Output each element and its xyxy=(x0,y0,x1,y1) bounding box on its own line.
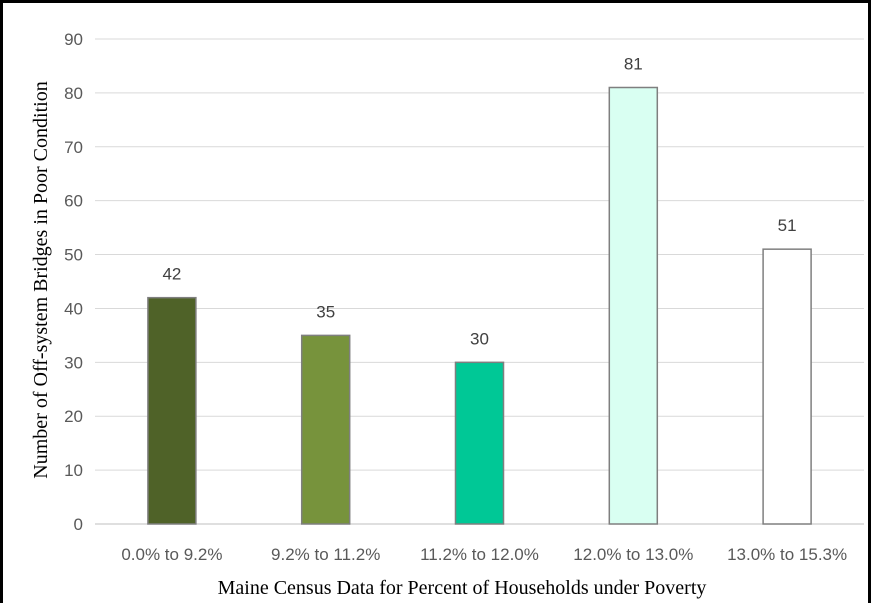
bar xyxy=(608,86,659,525)
gridlines xyxy=(95,38,864,525)
y-tick-label: 0 xyxy=(74,515,83,534)
x-axis-title: Maine Census Data for Percent of Househo… xyxy=(218,577,707,599)
y-tick-label: 40 xyxy=(64,299,83,318)
y-tick-label: 70 xyxy=(64,138,83,157)
x-axis-ticks: 0.0% to 9.2% 9.2% to 11.2% 11.2% to 12.0% 1… xyxy=(121,545,847,564)
y-tick-label: 90 xyxy=(64,30,83,49)
y-axis-ticks: 0 10 20 30 40 50 60 70 80 90 xyxy=(64,30,83,534)
bar xyxy=(147,296,197,525)
data-label: 30 xyxy=(470,329,489,348)
y-tick-label: 50 xyxy=(64,246,83,265)
y-tick-label: 10 xyxy=(64,461,83,480)
y-tick-label: 60 xyxy=(64,192,83,211)
data-label: 35 xyxy=(316,302,335,321)
x-tick-label: 9.2% to 11.2% xyxy=(271,545,380,564)
x-tick-label: 13.0% to 15.3% xyxy=(727,545,847,564)
data-labels: 42 35 30 81 51 xyxy=(162,55,796,349)
y-tick-label: 30 xyxy=(64,353,83,372)
x-tick-label: 11.2% to 12.0% xyxy=(420,545,539,564)
bar xyxy=(762,248,812,525)
y-axis-title: Number of Off-system Bridges in Poor Con… xyxy=(30,81,52,478)
data-label: 51 xyxy=(778,216,797,235)
bars xyxy=(147,86,812,525)
data-label: 81 xyxy=(624,55,643,74)
y-tick-label: 20 xyxy=(64,407,83,426)
y-tick-label: 80 xyxy=(64,84,83,103)
x-tick-label: 0.0% to 9.2% xyxy=(121,545,222,564)
x-tick-label: 12.0% to 13.0% xyxy=(573,545,693,564)
bar xyxy=(454,361,505,525)
bar xyxy=(300,334,351,525)
data-label: 42 xyxy=(162,265,181,284)
bar-chart: 0 10 20 30 40 50 60 70 80 90 42 35 30 81 51 0.0% to 9… xyxy=(30,30,864,599)
